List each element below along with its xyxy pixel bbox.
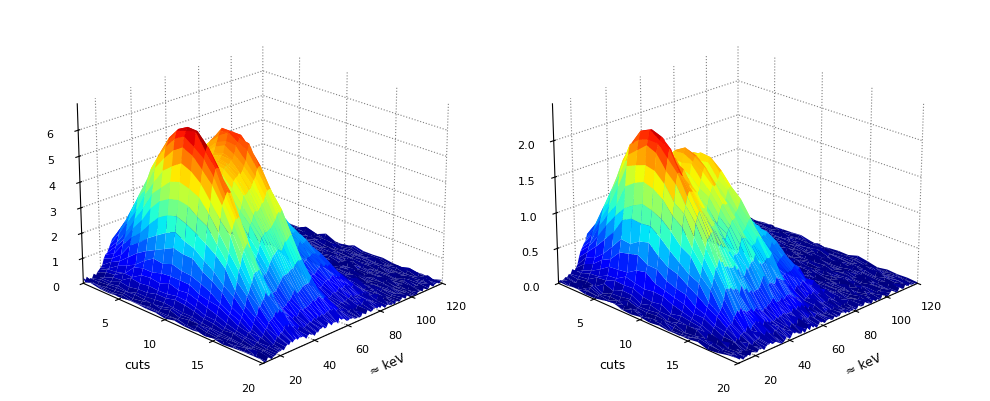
Y-axis label: cuts: cuts — [600, 359, 626, 372]
X-axis label: ≈ keV: ≈ keV — [368, 352, 408, 379]
X-axis label: ≈ keV: ≈ keV — [843, 352, 883, 379]
Y-axis label: cuts: cuts — [125, 359, 150, 372]
